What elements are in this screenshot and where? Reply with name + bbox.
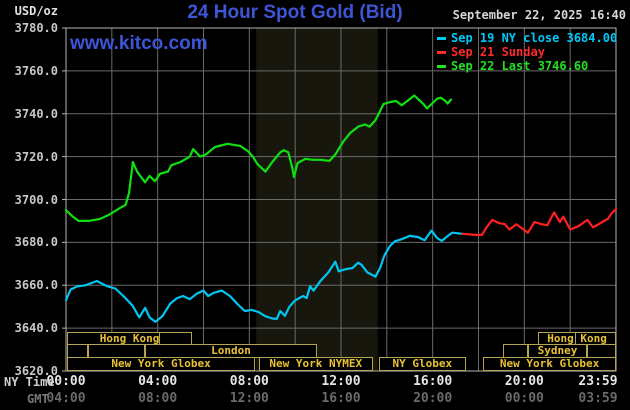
x-axis-label-gmt: 00:00 bbox=[504, 391, 544, 406]
x-axis-label-gmt: 16:00 bbox=[321, 391, 361, 406]
y-axis-label: 3780.0 bbox=[14, 21, 58, 35]
y-axis-label: 3740.0 bbox=[14, 106, 58, 121]
session-divider bbox=[158, 332, 160, 345]
session-label: Hong Kong bbox=[547, 332, 607, 345]
legend-label: Sep 21 Sunday bbox=[451, 45, 545, 59]
gmt-axis-caption: GMT bbox=[27, 392, 49, 406]
session-label: New York NYMEX bbox=[269, 357, 363, 370]
legend-item: Sep 21 Sunday bbox=[437, 45, 617, 59]
legend-label: Sep 22 Last 3746.60 bbox=[451, 59, 589, 73]
session-label: Sydney bbox=[537, 344, 578, 357]
x-axis-label-gmt: 20:00 bbox=[413, 391, 453, 406]
y-axis-label: 3640.0 bbox=[14, 321, 58, 336]
session-box bbox=[87, 344, 146, 358]
session-label: London bbox=[211, 344, 251, 357]
session-box-new-york-nymex: New York NYMEX bbox=[258, 357, 374, 371]
x-axis-label-ny: 04:00 bbox=[138, 374, 178, 389]
session-label: New York Globex bbox=[499, 357, 600, 370]
session-box-new-york-globex: New York Globex bbox=[483, 357, 616, 371]
session-box-new-york-globex: New York Globex bbox=[67, 357, 256, 371]
ny-time-axis-caption: NY Time bbox=[4, 375, 55, 389]
y-axis-label: 3620.0 bbox=[14, 364, 58, 378]
x-axis-label-ny: 08:00 bbox=[229, 374, 269, 389]
session-box bbox=[587, 344, 616, 358]
legend-item: Sep 22 Last 3746.60 bbox=[437, 59, 617, 73]
kitco-watermark-link[interactable]: www.kitco.com bbox=[70, 33, 208, 54]
session-box-sydney: Sydney bbox=[527, 344, 588, 358]
session-box bbox=[502, 344, 528, 358]
x-axis-label-gmt: 08:00 bbox=[138, 391, 178, 406]
session-box-london: London bbox=[145, 344, 317, 358]
chart-legend: Sep 19 NY close 3684.00 Sep 21 Sunday Sep … bbox=[437, 31, 617, 73]
legend-item: Sep 19 NY close 3684.00 bbox=[437, 31, 617, 45]
legend-label: Sep 19 NY close 3684.00 bbox=[451, 31, 618, 45]
session-label: Hong Kong bbox=[99, 332, 160, 345]
legend-dash-icon bbox=[437, 37, 446, 40]
y-axis-label: 3660.0 bbox=[14, 278, 58, 293]
series-line-sep-19-ny-close bbox=[64, 229, 464, 323]
page-title: 24 Hour Spot Gold (Bid) bbox=[187, 2, 403, 23]
session-box-ny-globex: NY Globex bbox=[378, 357, 466, 371]
y-axis-unit-label: USD/oz bbox=[14, 4, 58, 18]
x-axis-label-gmt: 12:00 bbox=[229, 391, 269, 406]
session-label: New York Globex bbox=[111, 357, 211, 370]
x-axis-label-ny: 00:00 bbox=[46, 374, 86, 389]
x-axis-label-ny: 20:00 bbox=[504, 374, 544, 389]
legend-dash-icon bbox=[437, 65, 446, 68]
x-axis-label-gmt: 03:59 bbox=[578, 391, 618, 406]
y-axis-label: 3700.0 bbox=[14, 192, 58, 207]
session-box bbox=[67, 344, 88, 358]
series-line-sep-22-last bbox=[64, 94, 453, 222]
x-axis-label-ny: 23:59 bbox=[578, 374, 618, 389]
y-axis-label: 3680.0 bbox=[14, 235, 58, 250]
y-axis-label: 3720.0 bbox=[14, 149, 58, 164]
chart-datetime: September 22, 2025 16:40 bbox=[452, 8, 626, 22]
y-axis-label: 3760.0 bbox=[14, 63, 58, 78]
session-divider bbox=[574, 332, 576, 345]
x-axis-label-ny: 12:00 bbox=[321, 374, 361, 389]
legend-dash-icon bbox=[437, 51, 446, 54]
session-label: NY Globex bbox=[392, 357, 453, 370]
x-axis-label-gmt: 04:00 bbox=[46, 391, 86, 406]
series-line-sep-21-sunday bbox=[461, 208, 618, 236]
x-axis-label-ny: 16:00 bbox=[413, 374, 453, 389]
